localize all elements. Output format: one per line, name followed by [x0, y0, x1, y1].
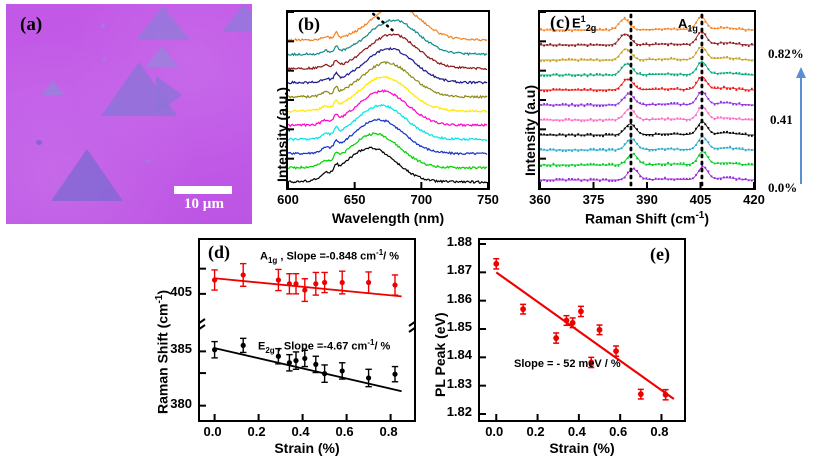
y-tick-label: 1.83 — [446, 375, 472, 391]
x-tick-label: 0.4 — [291, 424, 310, 439]
plpeak-strain-svg — [480, 243, 675, 420]
x-tick-label: 600 — [277, 192, 299, 207]
x-tick-label: 390 — [636, 192, 658, 207]
y-tick-label: 380 — [170, 395, 192, 411]
flake-triangle — [136, 6, 190, 40]
strain-label-top: 0.82% — [768, 46, 804, 61]
y-tick-label: 1.84 — [446, 347, 472, 363]
y-tick-label: 385 — [170, 341, 192, 357]
x-tick-label: 375 — [582, 192, 605, 207]
peak-label-e2g: E12g — [572, 14, 597, 33]
panel-label-e: (e) — [650, 244, 670, 264]
y-tick-label: 1.88 — [446, 234, 472, 249]
axis-label-y-b: Intensity (a.u.) — [274, 87, 290, 182]
x-tick-label: 0.6 — [335, 424, 354, 439]
strain-arrow-icon — [796, 67, 806, 184]
raman-strain-svg — [200, 262, 414, 420]
panel-label-a: (a) — [20, 14, 43, 35]
flake-triangle — [146, 46, 178, 67]
panel-label-d: (d) — [208, 242, 230, 262]
y-tick-label: 1.85 — [446, 319, 472, 334]
axis-label-x-b: Wavelength (nm) — [331, 210, 445, 226]
panel-b-pl-spectra: (b) Intensity (a.u.) 600 650 700 750 Wavele… — [258, 4, 499, 230]
x-tick-label: 0.0 — [485, 424, 504, 439]
x-tick-label: 650 — [343, 192, 366, 207]
flake-triangle — [42, 80, 64, 95]
annotation-pl-slope: Slope = - 52 meV / % — [514, 358, 621, 370]
panel-e-plpeak-vs-strain: (e) Slope = - 52 meV / % PL Peak (eV) 1.… — [418, 232, 708, 459]
x-tick-label: 750 — [477, 192, 499, 207]
x-tick-label: 0.2 — [526, 424, 545, 439]
panel-label-c: (c) — [550, 12, 570, 32]
flake-speck — [102, 57, 106, 61]
pl-spectra-svg — [288, 12, 488, 188]
flake-triangle — [51, 149, 123, 201]
strain-label-mid: 0.41 — [770, 112, 793, 127]
scale-bar-label: 10 µm — [184, 196, 224, 212]
y-tick-label: 1.87 — [446, 262, 472, 278]
y-tick-label: 405 — [170, 283, 192, 299]
scale-bar — [174, 186, 232, 194]
flake-triangle — [156, 76, 182, 114]
annotation-e2g-slope: E2g , Slope =-4.67 cm-1/ % — [258, 338, 391, 355]
x-tick-label: 0.6 — [609, 424, 628, 439]
panel-a-micrograph: (a) 10 µm — [6, 4, 252, 224]
plot-area-d — [198, 238, 416, 422]
plot-area-b — [286, 10, 490, 190]
annotation-a1g-slope: A1g , Slope =-0.848 cm-1/ % — [260, 248, 400, 265]
x-tick-label: 0.2 — [247, 424, 266, 439]
x-tick-label: 0.8 — [379, 424, 398, 439]
y-tick-label: 1.82 — [446, 404, 472, 419]
strain-label-bottom: 0.0% — [768, 180, 798, 195]
panel-d-raman-vs-strain: (d) A1g , Slope =-0.848 cm-1/ % E2g , Sl… — [140, 232, 430, 459]
y-tick-label: 1.86 — [446, 290, 472, 306]
raman-spectra-svg — [540, 12, 754, 188]
axis-label-y-c: Intensity (a.u) — [522, 84, 538, 176]
axis-label-x-c: Raman Shift (cm-1) — [584, 210, 710, 227]
axis-label-x-d: Strain (%) — [274, 440, 340, 456]
flake-triangle — [222, 4, 252, 32]
x-tick-label: 0.4 — [567, 424, 586, 439]
plot-area-e — [478, 238, 686, 422]
x-tick-label: 420 — [743, 192, 765, 207]
plot-area-c — [538, 10, 756, 190]
panel-c-raman-spectra: (c) E12g A1g Intensity (a.u) 360 375 390 40… — [500, 4, 813, 230]
flake-speck — [36, 140, 42, 145]
axis-label-x-e: Strain (%) — [549, 440, 615, 456]
x-tick-label: 700 — [410, 192, 433, 207]
x-tick-label: 405 — [689, 192, 712, 207]
panel-label-b: (b) — [298, 14, 320, 34]
x-tick-label: 360 — [529, 192, 551, 207]
peak-label-a1g: A1g — [678, 16, 698, 34]
x-tick-label: 0.0 — [203, 424, 222, 439]
x-tick-label: 0.8 — [650, 424, 669, 439]
flake-speck — [101, 24, 105, 28]
flake-speck — [146, 159, 150, 163]
